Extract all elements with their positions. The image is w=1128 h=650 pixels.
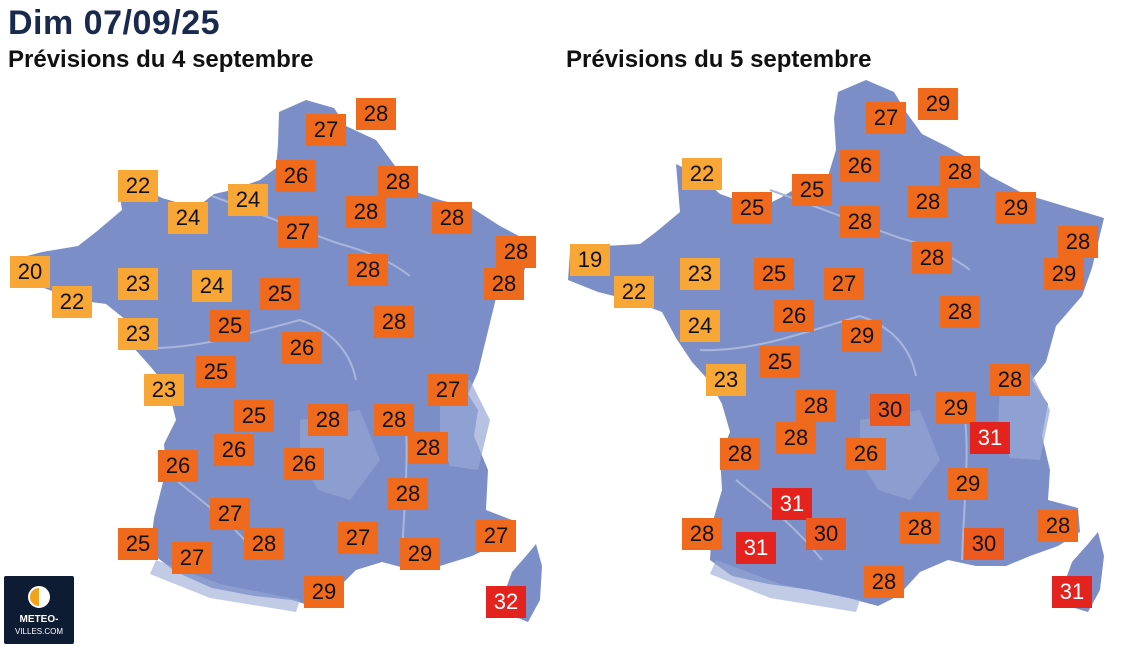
temperature-label: 31 (772, 488, 812, 520)
header-date: Dim 07/09/25 (8, 4, 221, 42)
logo-sun-moon-icon (28, 586, 50, 608)
temperature-label: 28 (374, 404, 414, 436)
temperature-label: 28 (940, 296, 980, 328)
temperature-label: 28 (990, 364, 1030, 396)
temperature-label: 28 (388, 478, 428, 510)
temperature-label: 22 (682, 158, 722, 190)
temperature-label: 25 (196, 356, 236, 388)
temperature-label: 23 (118, 268, 158, 300)
temperature-label: 29 (400, 538, 440, 570)
temperature-label: 28 (796, 390, 836, 422)
temperature-label: 24 (228, 184, 268, 216)
temperature-label: 24 (168, 202, 208, 234)
temperature-label: 28 (374, 306, 414, 338)
mountains-pyrenees-right (710, 560, 860, 612)
logo-text-line1: METEO- (19, 614, 59, 625)
temperature-label: 28 (484, 268, 524, 300)
temperature-label: 28 (348, 254, 388, 286)
meteo-villes-logo: METEO- VILLES.COM (4, 576, 74, 644)
temperature-label: 27 (428, 374, 468, 406)
temperature-label: 28 (346, 196, 386, 228)
temperature-label: 28 (900, 512, 940, 544)
temperature-label: 22 (118, 170, 158, 202)
temperature-label: 23 (144, 374, 184, 406)
temperature-label: 25 (210, 310, 250, 342)
temperature-label: 27 (306, 114, 346, 146)
temperature-label: 28 (356, 98, 396, 130)
temperature-label: 28 (720, 438, 760, 470)
temperature-label: 22 (52, 286, 92, 318)
temperature-label: 31 (736, 532, 776, 564)
temperature-label: 28 (682, 518, 722, 550)
temperature-label: 28 (496, 236, 536, 268)
river-loire-left (139, 318, 357, 381)
temperature-label: 26 (846, 438, 886, 470)
temperature-label: 28 (776, 422, 816, 454)
temperature-label: 26 (276, 160, 316, 192)
temperature-label: 26 (158, 450, 198, 482)
temperature-label: 27 (866, 102, 906, 134)
temperature-label: 26 (774, 300, 814, 332)
temperature-label: 29 (304, 576, 344, 608)
temperature-label: 25 (792, 174, 832, 206)
temperature-label: 25 (234, 400, 274, 432)
temperature-label: 27 (210, 498, 250, 530)
temperature-label: 28 (908, 186, 948, 218)
temperature-label: 27 (476, 520, 516, 552)
temperature-label: 31 (970, 422, 1010, 454)
temperature-label: 24 (680, 310, 720, 342)
temperature-label: 20 (10, 256, 50, 288)
temperature-label: 30 (964, 528, 1004, 560)
temperature-label: 27 (278, 216, 318, 248)
temperature-label: 22 (614, 276, 654, 308)
temperature-label: 27 (338, 522, 378, 554)
temperature-label: 30 (870, 394, 910, 426)
temperature-label: 28 (432, 202, 472, 234)
temperature-label: 28 (378, 166, 418, 198)
temperature-label: 29 (842, 320, 882, 352)
temperature-label: 28 (940, 156, 980, 188)
temperature-label: 29 (936, 392, 976, 424)
temperature-label: 30 (806, 518, 846, 550)
temperature-label: 23 (680, 258, 720, 290)
temperature-label: 25 (260, 278, 300, 310)
temperature-label: 25 (732, 192, 772, 224)
temperature-label: 28 (1058, 226, 1098, 258)
temperature-label: 26 (214, 434, 254, 466)
temperature-label: 29 (948, 468, 988, 500)
temperature-label: 26 (840, 150, 880, 182)
river-loire-right (699, 314, 917, 377)
temperature-label: 25 (118, 528, 158, 560)
map-title-left: Prévisions du 4 septembre (8, 46, 314, 73)
temperature-label: 28 (244, 528, 284, 560)
temperature-label: 28 (912, 242, 952, 274)
temperature-label: 28 (308, 404, 348, 436)
temperature-label: 23 (706, 364, 746, 396)
temperature-label: 29 (1044, 258, 1084, 290)
temperature-label: 23 (118, 318, 158, 350)
temperature-label: 24 (192, 270, 232, 302)
temperature-label: 28 (840, 206, 880, 238)
temperature-label: 29 (996, 192, 1036, 224)
temperature-label: 28 (864, 566, 904, 598)
temperature-label: 31 (1052, 576, 1092, 608)
temperature-label: 19 (570, 244, 610, 276)
temperature-label: 26 (284, 448, 324, 480)
temperature-label: 28 (1038, 510, 1078, 542)
mountains-massif-central-right (860, 410, 940, 500)
temperature-label: 27 (172, 542, 212, 574)
temperature-label: 26 (282, 332, 322, 364)
temperature-label: 25 (760, 346, 800, 378)
temperature-label: 29 (918, 88, 958, 120)
logo-text-line2: VILLES.COM (14, 627, 63, 636)
map-title-right: Prévisions du 5 septembre (566, 46, 872, 73)
temperature-label: 25 (754, 258, 794, 290)
temperature-label: 28 (408, 432, 448, 464)
temperature-label: 27 (824, 268, 864, 300)
temperature-label: 32 (486, 586, 526, 618)
